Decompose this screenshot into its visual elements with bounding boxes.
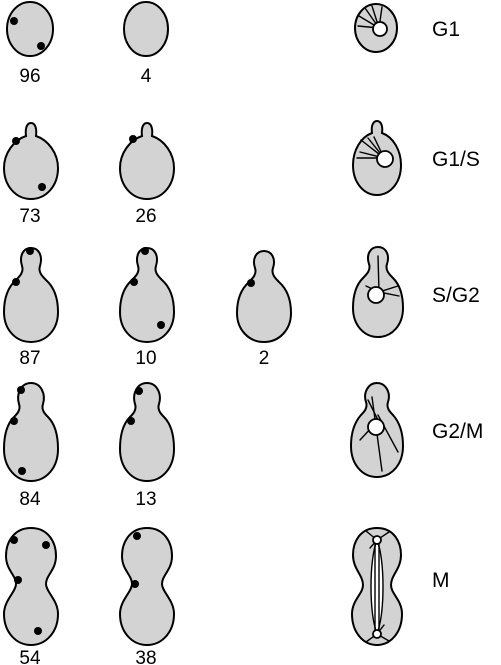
spot [133, 532, 141, 540]
row-g1: 96 4 G1 [6, 1, 460, 87]
spot [247, 279, 255, 287]
row-s-g2: 87 10 2 S/G2 [2, 245, 480, 369]
schematic-g2-m [349, 381, 405, 479]
spot [141, 247, 149, 255]
cell-row4-col1 [2, 381, 60, 483]
phase-label: G1/S [432, 148, 480, 171]
spot [14, 576, 22, 584]
count-label: 96 [19, 66, 40, 87]
spot [17, 386, 25, 394]
spot [10, 417, 18, 425]
count-label: 2 [259, 348, 270, 369]
spot [130, 278, 138, 286]
spot [38, 183, 46, 191]
cell-row1-col2 [123, 1, 169, 57]
schematic-g1 [354, 3, 398, 53]
count-label: 84 [19, 489, 41, 510]
count-label: 87 [19, 348, 40, 369]
count-label: 10 [135, 348, 156, 369]
cell-row5-col2 [118, 526, 176, 647]
count-label: 54 [19, 648, 41, 665]
phase-label: G1 [432, 18, 460, 41]
spot [10, 17, 18, 25]
spot [129, 135, 137, 143]
spot [34, 627, 42, 635]
cell-row3-col1 [2, 246, 60, 344]
spot [127, 417, 135, 425]
nucleus [367, 418, 385, 436]
spot [10, 536, 18, 544]
spot [42, 541, 50, 549]
count-label: 13 [135, 489, 156, 510]
schematic-s-g2 [351, 245, 405, 339]
cell-row5-col1 [2, 526, 60, 647]
cell-row2-col1 [2, 121, 60, 201]
row-g1-s: 73 26 G1/S [2, 119, 480, 227]
spindle-pole [372, 629, 382, 639]
count-label: 26 [135, 206, 156, 227]
phase-label: G2/M [432, 420, 483, 443]
spot [135, 387, 143, 395]
nucleus [367, 286, 385, 304]
count-label: 38 [135, 648, 156, 665]
phase-label: S/G2 [432, 284, 480, 307]
phase-label: M [432, 569, 450, 592]
count-label: 73 [19, 206, 40, 227]
cell-row3-col2 [118, 246, 176, 344]
spot [157, 321, 165, 329]
spot [26, 247, 34, 255]
nucleus [372, 21, 388, 37]
nucleus [376, 150, 394, 168]
count-label: 4 [141, 66, 152, 87]
cell-row4-col2 [118, 381, 176, 483]
spot [37, 42, 45, 50]
cell-row1-col1 [6, 1, 54, 57]
row-m: 54 38 M [2, 526, 450, 665]
spot [131, 580, 139, 588]
cell-row2-col2 [118, 121, 176, 201]
spot [12, 278, 20, 286]
spot [18, 467, 26, 475]
schematic-m [350, 526, 404, 647]
row-g2-m: 84 13 G2/M [2, 381, 483, 510]
cell-row3-col3 [235, 249, 293, 344]
spot [12, 137, 20, 145]
spindle-pole [372, 535, 382, 545]
schematic-g1-s [351, 119, 403, 197]
